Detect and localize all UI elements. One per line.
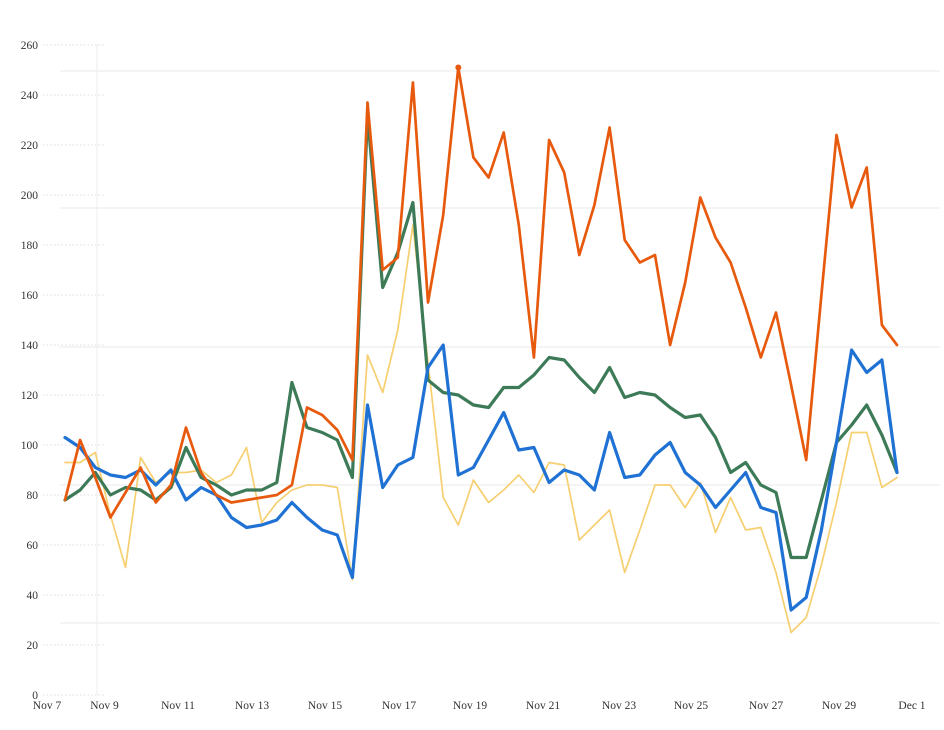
y-tick-label: 20 <box>27 640 39 652</box>
y-tick-label: 60 <box>27 540 39 552</box>
peak-marker-dot <box>455 64 462 71</box>
y-tick-label: 120 <box>21 390 39 402</box>
green-series <box>63 113 899 560</box>
y-tick-label: 40 <box>27 590 39 602</box>
x-tick-label: Nov 19 <box>453 700 487 712</box>
y-tick-label: 220 <box>21 140 39 152</box>
y-axis-labels: 0 20 40 60 80 100 120 140 160 180 200 220 240 260 <box>21 40 104 702</box>
x-axis-labels: Nov 7 Nov 9 Nov 11 Nov 13 Nov 15 Nov 17 Nov 19… <box>33 700 926 712</box>
y-tick-label: 140 <box>21 340 39 352</box>
y-tick-label: 260 <box>21 40 39 52</box>
y-tick-label: 180 <box>21 240 39 252</box>
x-tick-label: Nov 9 <box>90 700 119 712</box>
series-lines <box>63 66 899 634</box>
yellow-series <box>64 224 898 634</box>
x-tick-label: Nov 23 <box>602 700 636 712</box>
x-tick-label: Nov 15 <box>308 700 342 712</box>
y-tick-label: 100 <box>21 440 39 452</box>
x-tick-label: Nov 13 <box>235 700 269 712</box>
x-tick-label: Nov 17 <box>382 700 416 712</box>
y-tick-label: 200 <box>21 190 39 202</box>
x-tick-label: Dec 1 <box>898 700 925 712</box>
y-tick-label: 160 <box>21 290 39 302</box>
y-tick-label: 0 <box>32 690 38 702</box>
grid-lines <box>60 70 940 624</box>
x-tick-label: Nov 25 <box>674 700 708 712</box>
x-tick-label: Nov 21 <box>526 700 560 712</box>
orange-series <box>63 66 899 519</box>
y-tick-label: 240 <box>21 90 39 102</box>
x-tick-label: Nov 7 <box>33 700 62 712</box>
blue-series <box>63 343 899 612</box>
x-tick-label: Nov 29 <box>822 700 856 712</box>
x-tick-label: Nov 11 <box>161 700 195 712</box>
x-tick-label: Nov 27 <box>749 700 783 712</box>
y-tick-label: 80 <box>27 490 39 502</box>
